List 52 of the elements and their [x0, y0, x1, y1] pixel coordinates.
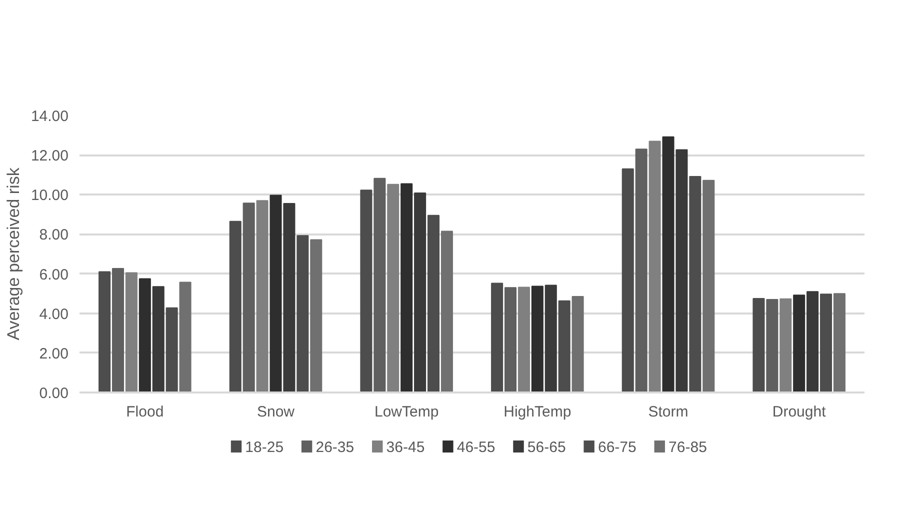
y-tick-label: 10.00: [30, 187, 69, 204]
bar: [125, 272, 138, 392]
bar: [518, 286, 530, 392]
legend-label: 26-35: [316, 439, 354, 456]
bar: [766, 299, 778, 392]
legend-label: 66-75: [598, 439, 636, 456]
bar: [558, 300, 570, 392]
legend-label: 18-25: [245, 439, 284, 456]
bar: [296, 235, 309, 392]
y-tick-label: 6.00: [39, 266, 69, 284]
y-tick-label: 4.00: [39, 306, 69, 323]
legend-label: 56-65: [527, 439, 566, 456]
bar: [572, 296, 584, 392]
x-tick-label: LowTemp: [374, 404, 439, 420]
y-tick-label: 8.00: [39, 226, 69, 244]
bar: [112, 268, 124, 392]
bar: [310, 239, 322, 392]
legend-label: 76-85: [668, 439, 707, 456]
x-tick-label: HighTemp: [504, 404, 572, 420]
y-tick-label: 0.00: [39, 385, 69, 402]
bar: [374, 178, 386, 392]
x-tick-label: Storm: [648, 404, 688, 420]
bar: [622, 168, 634, 392]
bar: [242, 202, 255, 392]
bar: [491, 282, 504, 392]
bar: [256, 200, 268, 392]
x-tick-label: Flood: [126, 404, 164, 420]
bar: [648, 140, 661, 392]
bar: [635, 148, 648, 392]
bar: [360, 190, 372, 392]
bar: [702, 180, 715, 392]
y-tick-label: 14.00: [30, 108, 69, 125]
bar: [98, 271, 111, 392]
bar: [820, 294, 832, 392]
bar: [179, 282, 192, 392]
bar: [166, 307, 178, 392]
bar: [440, 230, 453, 392]
y-tick-label: 12.00: [30, 148, 69, 165]
bar: [833, 293, 846, 392]
x-tick-label: Drought: [772, 404, 827, 420]
bar: [504, 287, 517, 392]
bar: [229, 220, 242, 392]
bar: [387, 184, 400, 392]
y-tick-label: 2.00: [39, 345, 69, 362]
bar: [427, 214, 440, 392]
legend-label: 36-45: [386, 439, 425, 456]
x-tick-label: Snow: [256, 404, 295, 420]
legend-label: 46-55: [456, 439, 496, 456]
bar: [780, 298, 792, 392]
y-axis-title: Average perceived risk: [4, 167, 23, 340]
bar: [689, 176, 702, 392]
bar: [752, 298, 765, 392]
